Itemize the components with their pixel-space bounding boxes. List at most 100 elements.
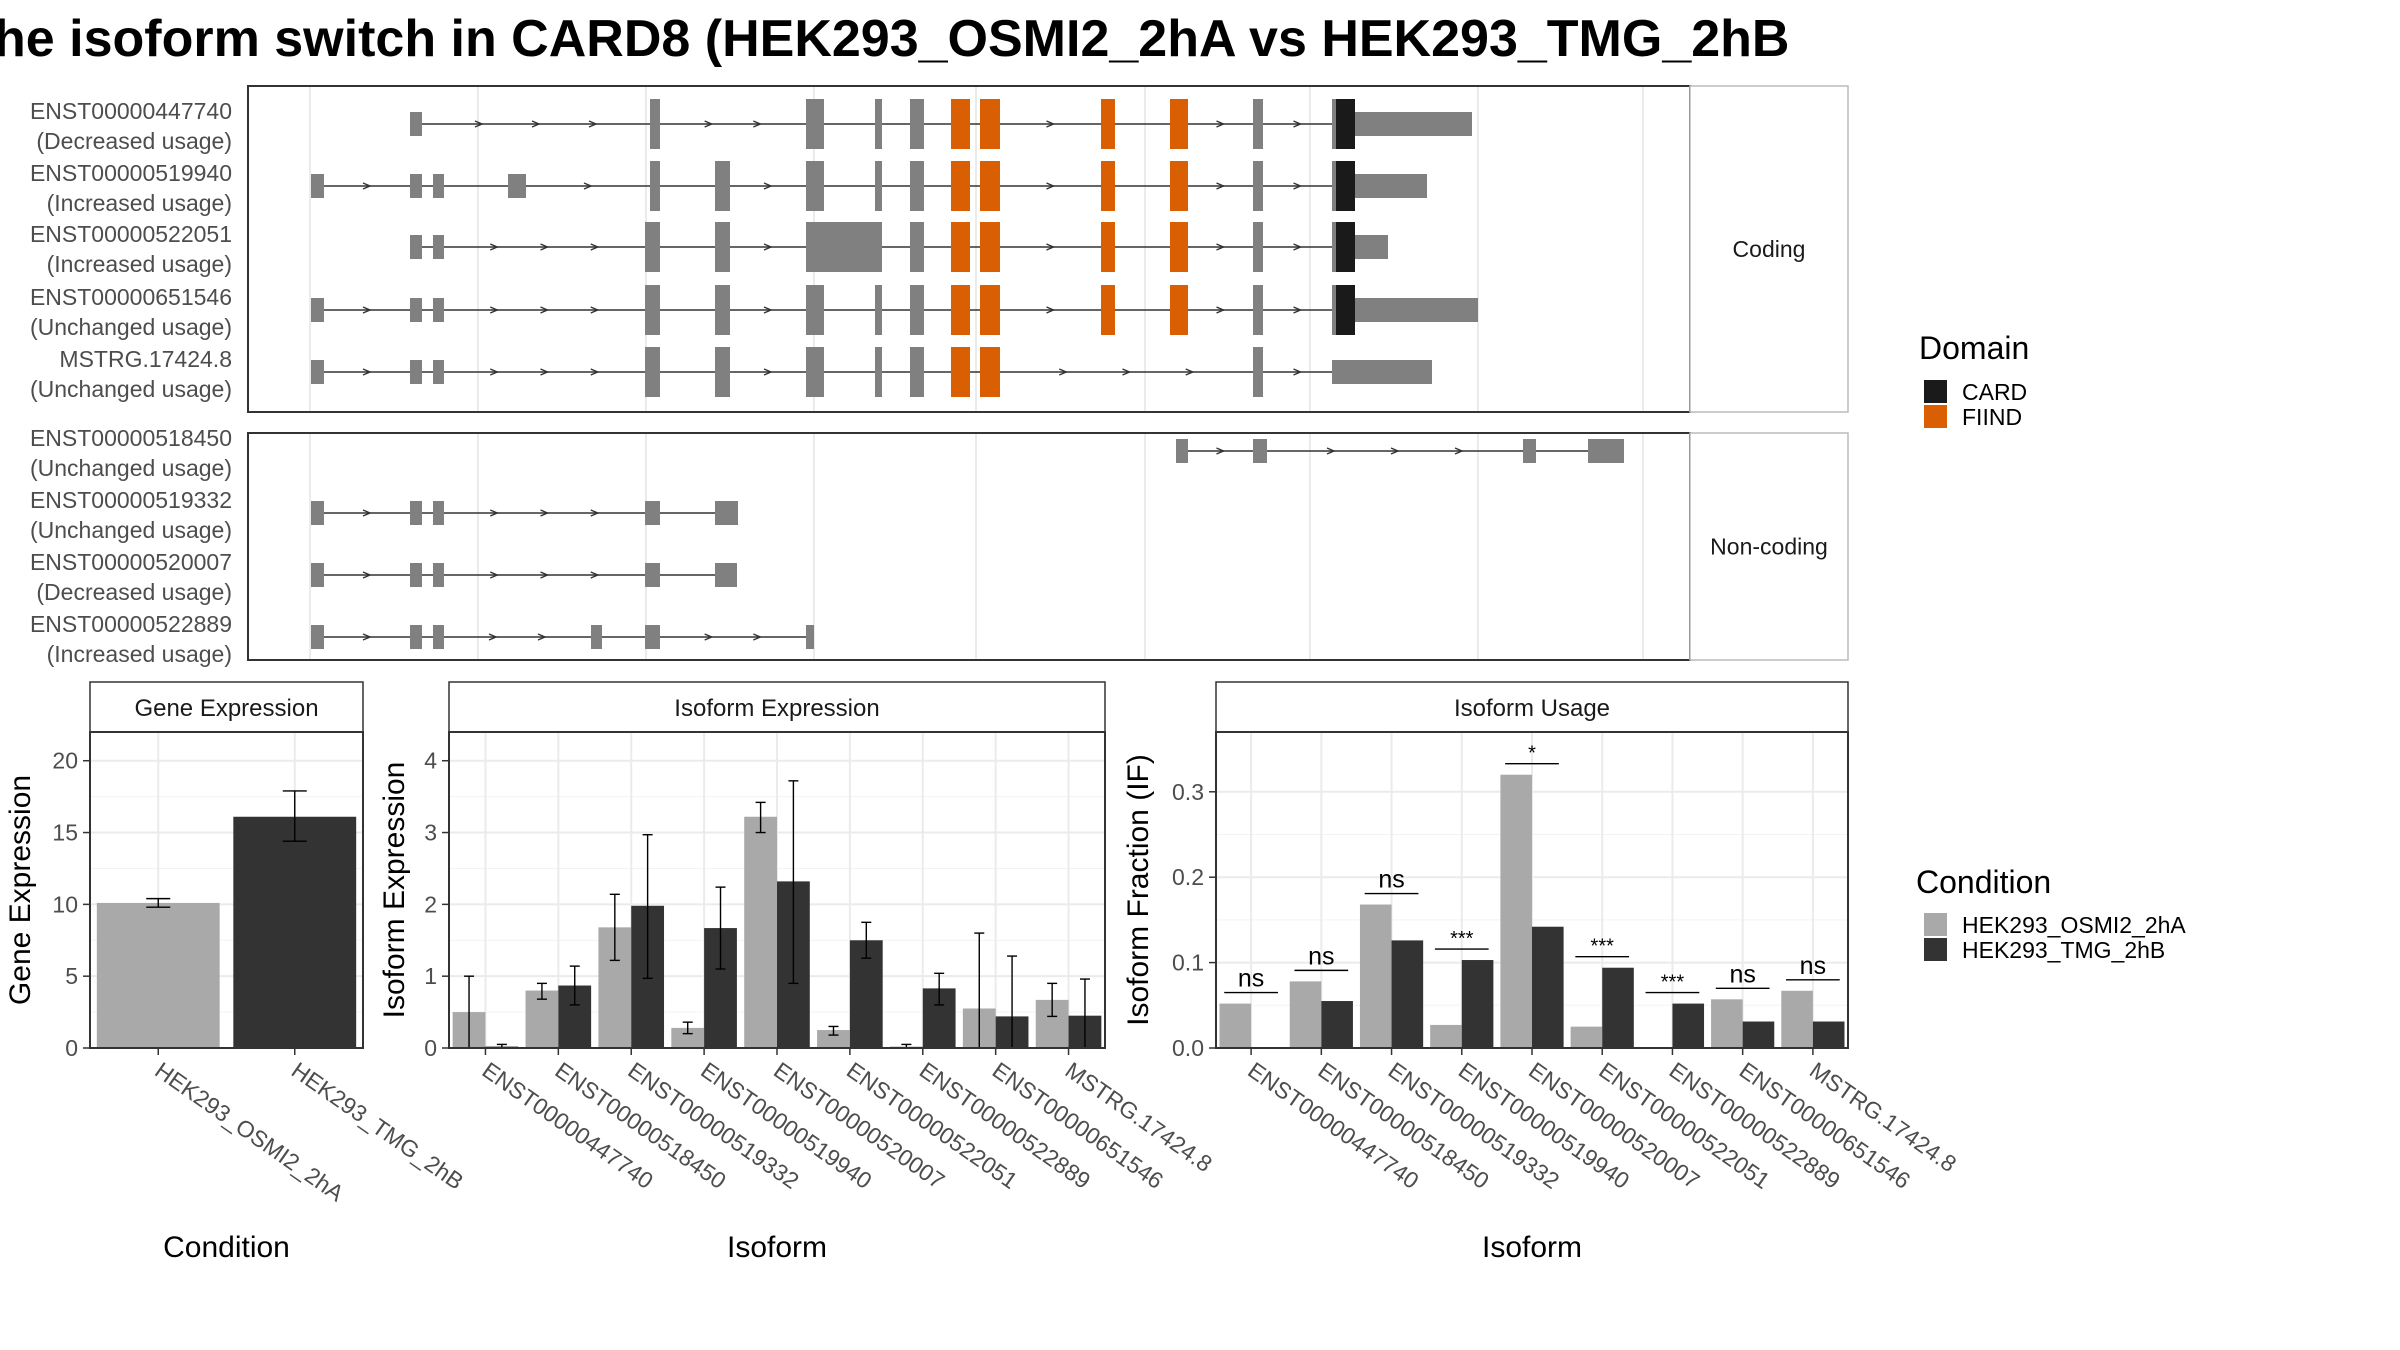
exon-cds [806,99,824,149]
significance-label: ns [1729,960,1755,988]
exon-utr [433,501,444,525]
intron-arrow [1216,182,1226,190]
exon-cds [645,285,660,335]
transcript-id-label: ENST00000519940 [30,160,232,186]
intron-arrow [489,509,500,517]
exon-utr [1176,439,1188,463]
domain-fiind [1101,161,1115,211]
exon-utr [508,174,526,198]
panel-background [248,433,1690,660]
y-tick-label: 5 [65,963,78,989]
exon-cds [910,161,924,211]
y-axis-title: Isoform Fraction (IF) [1122,754,1155,1026]
intron-arrow [537,633,547,641]
exon-utr [1332,298,1478,322]
intron-arrow [583,182,593,190]
bar-tmg [1321,1001,1353,1048]
transcript-usage-label: (Increased usage) [47,641,232,667]
significance-label: * [1528,743,1536,765]
domain-fiind [980,347,1000,397]
exon-cds [910,285,924,335]
exon-cds [1253,99,1263,149]
y-tick-label: 0 [65,1035,78,1061]
intron-arrow [1046,306,1056,314]
exon-utr [311,360,324,384]
intron-arrow [1216,447,1226,455]
bar-tmg [1391,940,1424,1048]
transcript-usage-label: (Unchanged usage) [30,314,232,340]
intron-arrow [1185,368,1195,376]
significance-label: ns [1378,866,1404,894]
figure-title: he isoform switch in CARD8 (HEK293_OSMI2… [0,10,1789,68]
domain-legend-key [1924,405,1947,428]
intron-arrow [1046,120,1056,128]
intron-arrow [540,509,550,517]
exon-cds [806,347,824,397]
exon-cds [715,285,730,335]
bar-tmg [233,816,357,1048]
intron-arrow [489,571,500,579]
bar-osmi2 [1430,1024,1462,1048]
intron-arrow [704,120,714,128]
exon-cds [1253,161,1263,211]
condition-legend-key [1924,938,1947,961]
domain-card [1336,285,1355,335]
exon-cds [1253,285,1263,335]
exon-cds [1253,347,1263,397]
domain-fiind [951,285,970,335]
exon-utr [410,501,422,525]
intron-arrow [362,571,372,579]
exon-utr [645,501,660,525]
exon-utr [433,174,444,198]
bar-osmi2 [1219,1003,1252,1048]
chart-strip [448,681,1106,733]
exon-cds [650,161,660,211]
exon-utr [433,360,444,384]
facet-strip-label: Non-coding [1710,534,1828,560]
bar-osmi2 [525,990,559,1048]
significance-label: *** [1661,972,1685,994]
intron-arrow [489,306,500,314]
exon-cds [910,99,924,149]
intron-arrow [362,306,372,314]
domain-fiind [951,222,970,272]
exon-utr [433,235,444,259]
y-tick-label: 20 [52,748,78,774]
transcript-id-label: ENST00000522051 [30,221,232,247]
y-tick-label: 1 [424,963,437,989]
exon-utr [433,563,444,587]
exon-utr [410,563,422,587]
exon-utr [645,563,660,587]
transcript-id-label: ENST00000651546 [30,284,232,310]
bar-osmi2 [1570,1026,1603,1048]
exon-utr [1332,360,1432,384]
exon-cds [715,222,730,272]
intron-arrow [362,182,372,190]
domain-fiind [1170,222,1188,272]
transcript-id-label: ENST00000447740 [30,98,232,124]
domain-fiind [1101,222,1115,272]
domain-fiind [980,99,1000,149]
facet-strip [1689,432,1849,661]
condition-legend-title: Condition [1916,864,2051,900]
exon-cds [875,347,882,397]
bar-osmi2 [671,1027,705,1048]
transcript-usage-label: (Unchanged usage) [30,455,232,481]
bar-tmg [1742,1021,1775,1048]
y-tick-label: 0.2 [1172,864,1204,890]
y-tick-label: 0 [424,1035,437,1061]
exon-cds [875,161,882,211]
intron-arrow [1454,447,1464,455]
condition-legend-key [1924,913,1947,936]
exon-cds [910,222,924,272]
intron-arrow [1293,306,1303,314]
exon-utr [311,501,324,525]
y-tick-label: 3 [424,820,437,846]
exon-utr [1523,439,1536,463]
intron-arrow [590,306,600,314]
intron-arrow [1216,243,1226,251]
transcript-usage-label: (Decreased usage) [36,579,232,605]
intron-arrow [362,633,372,641]
significance-label: *** [1591,936,1615,958]
